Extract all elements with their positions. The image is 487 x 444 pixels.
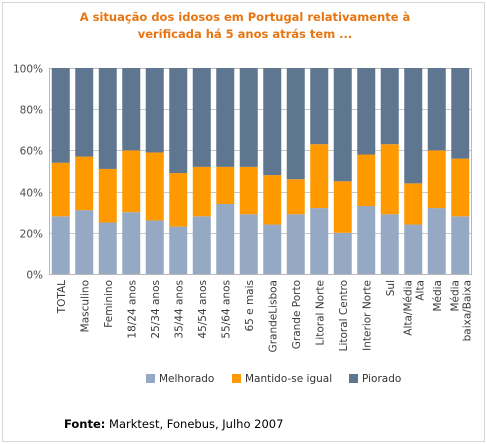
- bar-segment: [145, 68, 164, 153]
- bar-segment: [380, 214, 399, 274]
- x-tick-label: 18/24 anos: [126, 280, 138, 339]
- bar-segment: [145, 152, 164, 221]
- chart-title-line-1: A situação dos idosos em Portugal relati…: [79, 10, 411, 24]
- x-tick-label: Masculino: [79, 280, 91, 332]
- bar-segment: [192, 166, 211, 217]
- plot-border: [49, 68, 472, 275]
- x-tick-label: Litoral Norte: [314, 280, 326, 346]
- bar-segment: [122, 68, 141, 151]
- bar-segment: [427, 68, 446, 151]
- bar-segment: [98, 168, 117, 223]
- x-tick-label: Alta: [414, 280, 426, 301]
- bar-segment: [333, 181, 352, 233]
- bar-segment: [404, 68, 423, 184]
- bar-segment: [451, 68, 470, 159]
- bar-segment: [404, 224, 423, 274]
- legend-label: Mantido-se igual: [245, 373, 332, 385]
- bar-segment: [169, 226, 188, 274]
- y-tick-label: 60%: [20, 146, 43, 158]
- x-tick-label: Sul: [385, 280, 397, 296]
- source-text: Marktest, Fonebus, Julho 2007: [105, 417, 284, 431]
- bar-segment: [427, 150, 446, 209]
- bar-segment: [75, 156, 94, 211]
- bar-segment: [216, 68, 235, 167]
- x-tick-label: Grande Porto: [291, 280, 303, 349]
- bar-segment: [145, 220, 164, 274]
- x-tick-label: Feminino: [103, 280, 115, 328]
- bar-segment: [357, 68, 376, 155]
- legend-swatch: [349, 374, 358, 383]
- x-tick-label: 45/54 anos: [197, 280, 209, 339]
- y-tick-label: 80%: [20, 105, 43, 117]
- bar-segment: [75, 68, 94, 157]
- plot-area: [49, 68, 472, 274]
- bar-segment: [310, 144, 329, 209]
- bar-segment: [286, 214, 305, 274]
- bar-segment: [333, 232, 352, 274]
- bar-segment: [380, 68, 399, 145]
- bar-segment: [310, 208, 329, 274]
- bar-segment: [380, 144, 399, 215]
- x-tick-label: 65 e mais: [244, 280, 256, 332]
- chart-title: A situação dos idosos em Portugal relati…: [40, 9, 450, 43]
- x-tick-label: Média: [432, 280, 444, 312]
- x-tick-label: Interior Norte: [361, 280, 373, 351]
- x-tick-label: 25/34 anos: [150, 280, 162, 339]
- y-tick-label: 20%: [20, 229, 43, 241]
- x-tick-label: GrandeLisboa: [267, 280, 279, 352]
- bar-segment: [451, 216, 470, 274]
- bar-segment: [263, 68, 282, 176]
- legend-swatch: [146, 374, 155, 383]
- y-tick-label: 0%: [26, 270, 43, 282]
- source-note: Fonte: Marktest, Fonebus, Julho 2007: [64, 417, 283, 431]
- legend-swatch: [232, 374, 241, 383]
- bar-segment: [169, 68, 188, 174]
- bar-segment: [263, 175, 282, 225]
- bar-segment: [122, 150, 141, 213]
- bar-segment: [286, 68, 305, 180]
- bar-segment: [310, 68, 329, 145]
- y-tick-label: 100%: [13, 64, 43, 76]
- bar-segment: [239, 166, 258, 215]
- bar-segment: [192, 216, 211, 274]
- bar-segment: [333, 68, 352, 182]
- x-tick-label: Litoral Centro: [338, 280, 350, 351]
- bar-segment: [216, 166, 235, 204]
- bar-segment: [286, 179, 305, 215]
- x-tick-label: 55/64 anos: [220, 280, 232, 339]
- bar-segment: [192, 68, 211, 167]
- bar-segment: [51, 162, 70, 217]
- bar-segment: [216, 203, 235, 274]
- bar-segment: [239, 214, 258, 274]
- bar-segment: [75, 210, 94, 274]
- bar-segment: [122, 212, 141, 274]
- bar-segment: [357, 206, 376, 274]
- legend-label: Piorado: [362, 373, 401, 385]
- bar-segment: [51, 68, 70, 163]
- bar-segment: [263, 224, 282, 274]
- x-tick-label: baixa/Baixa: [461, 280, 473, 341]
- bar-segment: [239, 68, 258, 167]
- bar-segment: [98, 68, 117, 169]
- source-label: Fonte:: [64, 417, 106, 431]
- bar-segment: [427, 208, 446, 274]
- legend-label: Melhorado: [159, 373, 214, 385]
- bar-segment: [98, 222, 117, 274]
- y-tick-label: 40%: [20, 188, 43, 200]
- bar-segment: [357, 154, 376, 207]
- bar-segment: [451, 158, 470, 217]
- bar-segment: [51, 216, 70, 274]
- bar-segment: [404, 183, 423, 225]
- bar-segment: [169, 173, 188, 227]
- x-tick-label: Alta/Média: [402, 280, 414, 336]
- chart-title-line-2: verificada há 5 anos atrás tem ...: [137, 27, 353, 41]
- x-tick-label: TOTAL: [56, 280, 68, 314]
- x-tick-label: 35/44 anos: [173, 280, 185, 339]
- x-tick-label: Média: [449, 280, 461, 312]
